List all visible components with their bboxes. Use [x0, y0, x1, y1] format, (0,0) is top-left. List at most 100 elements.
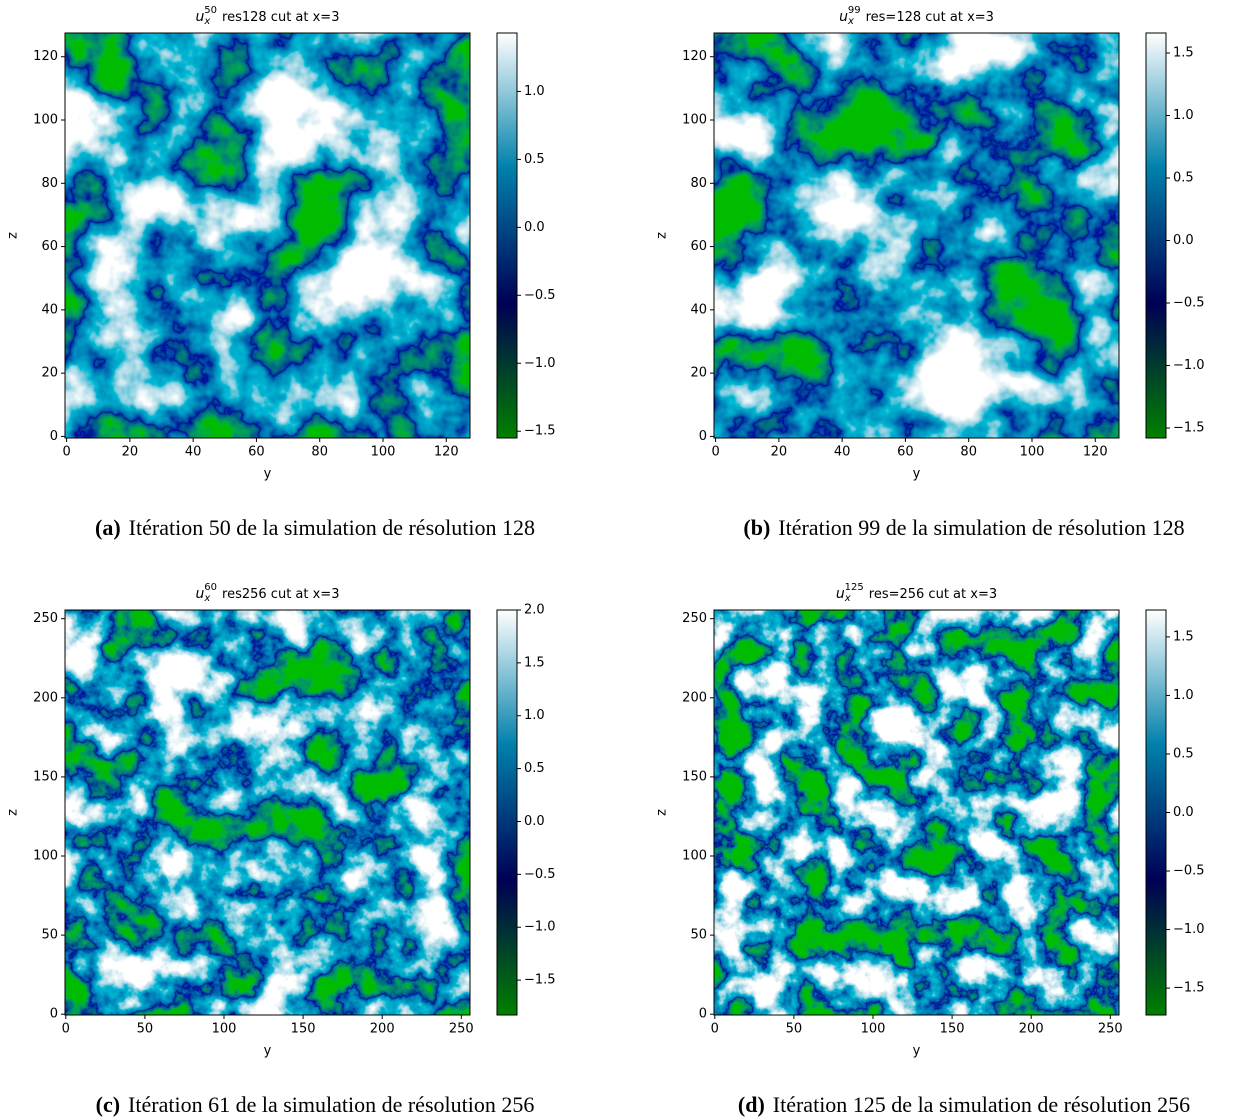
y-tick-label: 100 — [682, 113, 707, 128]
x-tick-label: 100 — [1020, 445, 1045, 460]
title-symbol: u — [196, 9, 205, 25]
x-tick-label: 80 — [311, 445, 328, 460]
colorbar-tick-label: −1.5 — [1173, 981, 1205, 996]
caption-label: (a) — [95, 515, 121, 540]
colorbar-tick-label: 1.0 — [524, 708, 545, 723]
axes-frame — [713, 32, 1120, 439]
title-text: res=256 cut at x=3 — [869, 587, 997, 602]
x-tick-label: 250 — [1098, 1022, 1123, 1037]
x-tick-label: 40 — [834, 445, 851, 460]
title-symbol: u — [836, 586, 845, 602]
colorbar-tick-label: −1.0 — [524, 920, 556, 935]
chart-title: ux99 res=128 cut at x=3 — [839, 5, 994, 27]
x-tick-label: 20 — [122, 445, 139, 460]
colorbar-tick-label: −1.0 — [1173, 358, 1205, 373]
field — [65, 610, 470, 1015]
y-tick-label: 100 — [33, 849, 58, 864]
colorbar-tick-label: 1.0 — [1173, 108, 1194, 123]
colorbar-tick-label: 1.0 — [524, 84, 545, 99]
colorbar-tick-label: 1.0 — [1173, 688, 1194, 703]
y-tick-label: 150 — [682, 769, 707, 784]
caption: (a) Itération 50 de la simulation de réso… — [95, 515, 535, 540]
y-tick-label: 20 — [690, 366, 707, 381]
x-tick-label: 150 — [291, 1022, 316, 1037]
chart-title: ux50 res128 cut at x=3 — [196, 5, 340, 27]
caption-label: (d) — [738, 1092, 765, 1117]
y-axis-label: z — [655, 809, 670, 816]
y-tick-label: 80 — [41, 176, 58, 191]
colorbar-tick-label: −1.5 — [524, 424, 556, 439]
colorbar-tick-label: −0.5 — [1173, 864, 1205, 879]
y-tick-label: 80 — [690, 176, 707, 191]
x-tick-label: 250 — [449, 1022, 474, 1037]
colorbar-tick-label: 0.0 — [524, 220, 545, 235]
colorbar-tick-label: −0.5 — [524, 288, 556, 303]
field — [65, 33, 470, 438]
y-tick-label: 60 — [690, 239, 707, 254]
y-tick-label: 120 — [33, 49, 58, 64]
y-tick-label: 100 — [682, 849, 707, 864]
axes-frame — [64, 609, 471, 1016]
colorbar-tick-label: 0.0 — [524, 814, 545, 829]
axes-frame — [713, 609, 1120, 1016]
x-tick-label: 20 — [771, 445, 788, 460]
x-tick-label: 50 — [137, 1022, 154, 1037]
x-tick-label: 200 — [370, 1022, 395, 1037]
colorbar-tick-label: 1.5 — [1173, 46, 1194, 61]
x-tick-label: 200 — [1019, 1022, 1044, 1037]
x-tick-label: 150 — [940, 1022, 965, 1037]
y-axis-label: z — [6, 809, 21, 816]
y-tick-label: 0 — [699, 429, 707, 444]
y-tick-label: 60 — [41, 239, 58, 254]
caption-text: Itération 50 de la simulation de résolut… — [129, 515, 535, 540]
caption-label: (b) — [743, 515, 770, 540]
x-tick-label: 100 — [212, 1022, 237, 1037]
y-tick-label: 0 — [50, 1007, 58, 1022]
x-tick-label: 0 — [711, 1022, 719, 1037]
colorbar-tick-label: −1.5 — [1173, 421, 1205, 436]
axes-frame — [64, 32, 471, 439]
x-tick-label: 50 — [786, 1022, 803, 1037]
x-tick-label: 100 — [861, 1022, 886, 1037]
x-axis-label: y — [913, 467, 921, 482]
caption-label: (c) — [96, 1092, 120, 1117]
colorbar-tick-label: 0.5 — [524, 761, 545, 776]
x-tick-label: 40 — [185, 445, 202, 460]
title-text: res256 cut at x=3 — [222, 587, 339, 602]
caption-text: Itération 125 de la simulation de résolu… — [773, 1092, 1190, 1117]
x-tick-label: 120 — [434, 445, 459, 460]
y-tick-label: 0 — [50, 429, 58, 444]
x-tick-label: 120 — [1083, 445, 1108, 460]
title-sub: x — [203, 593, 210, 604]
y-tick-label: 200 — [682, 690, 707, 705]
title-sub: x — [847, 16, 854, 27]
colorbar — [496, 32, 518, 439]
colorbar-tick-label: −0.5 — [524, 867, 556, 882]
chart-title: ux125 res=256 cut at x=3 — [836, 582, 997, 604]
caption-text: Itération 61 de la simulation de résolut… — [128, 1092, 534, 1117]
title-sup: 60 — [204, 582, 217, 593]
title-symbol: u — [839, 9, 848, 25]
x-tick-label: 0 — [62, 1022, 70, 1037]
colorbar-tick-label: 2.0 — [524, 603, 545, 618]
colorbar-tick-label: 1.5 — [524, 655, 545, 670]
y-tick-label: 40 — [41, 302, 58, 317]
x-axis-label: y — [913, 1044, 921, 1059]
x-axis-label: y — [264, 1044, 272, 1059]
colorbar-tick-label: 1.5 — [1173, 629, 1194, 644]
y-tick-label: 50 — [41, 928, 58, 943]
colorbar-tick-label: 0.0 — [1173, 805, 1194, 820]
title-sub: x — [203, 16, 210, 27]
y-axis-label: z — [655, 232, 670, 239]
field — [714, 33, 1119, 438]
caption: (d) Itération 125 de la simulation de rés… — [738, 1092, 1190, 1117]
colorbar-tick-label: −0.5 — [1173, 296, 1205, 311]
y-tick-label: 250 — [682, 611, 707, 626]
title-sup: 99 — [848, 5, 861, 16]
colorbar — [1145, 32, 1167, 439]
colorbar-tick-label: −1.0 — [1173, 922, 1205, 937]
y-tick-label: 20 — [41, 366, 58, 381]
colorbar-tick-label: 0.0 — [1173, 233, 1194, 248]
x-tick-label: 80 — [960, 445, 977, 460]
x-tick-label: 60 — [897, 445, 914, 460]
